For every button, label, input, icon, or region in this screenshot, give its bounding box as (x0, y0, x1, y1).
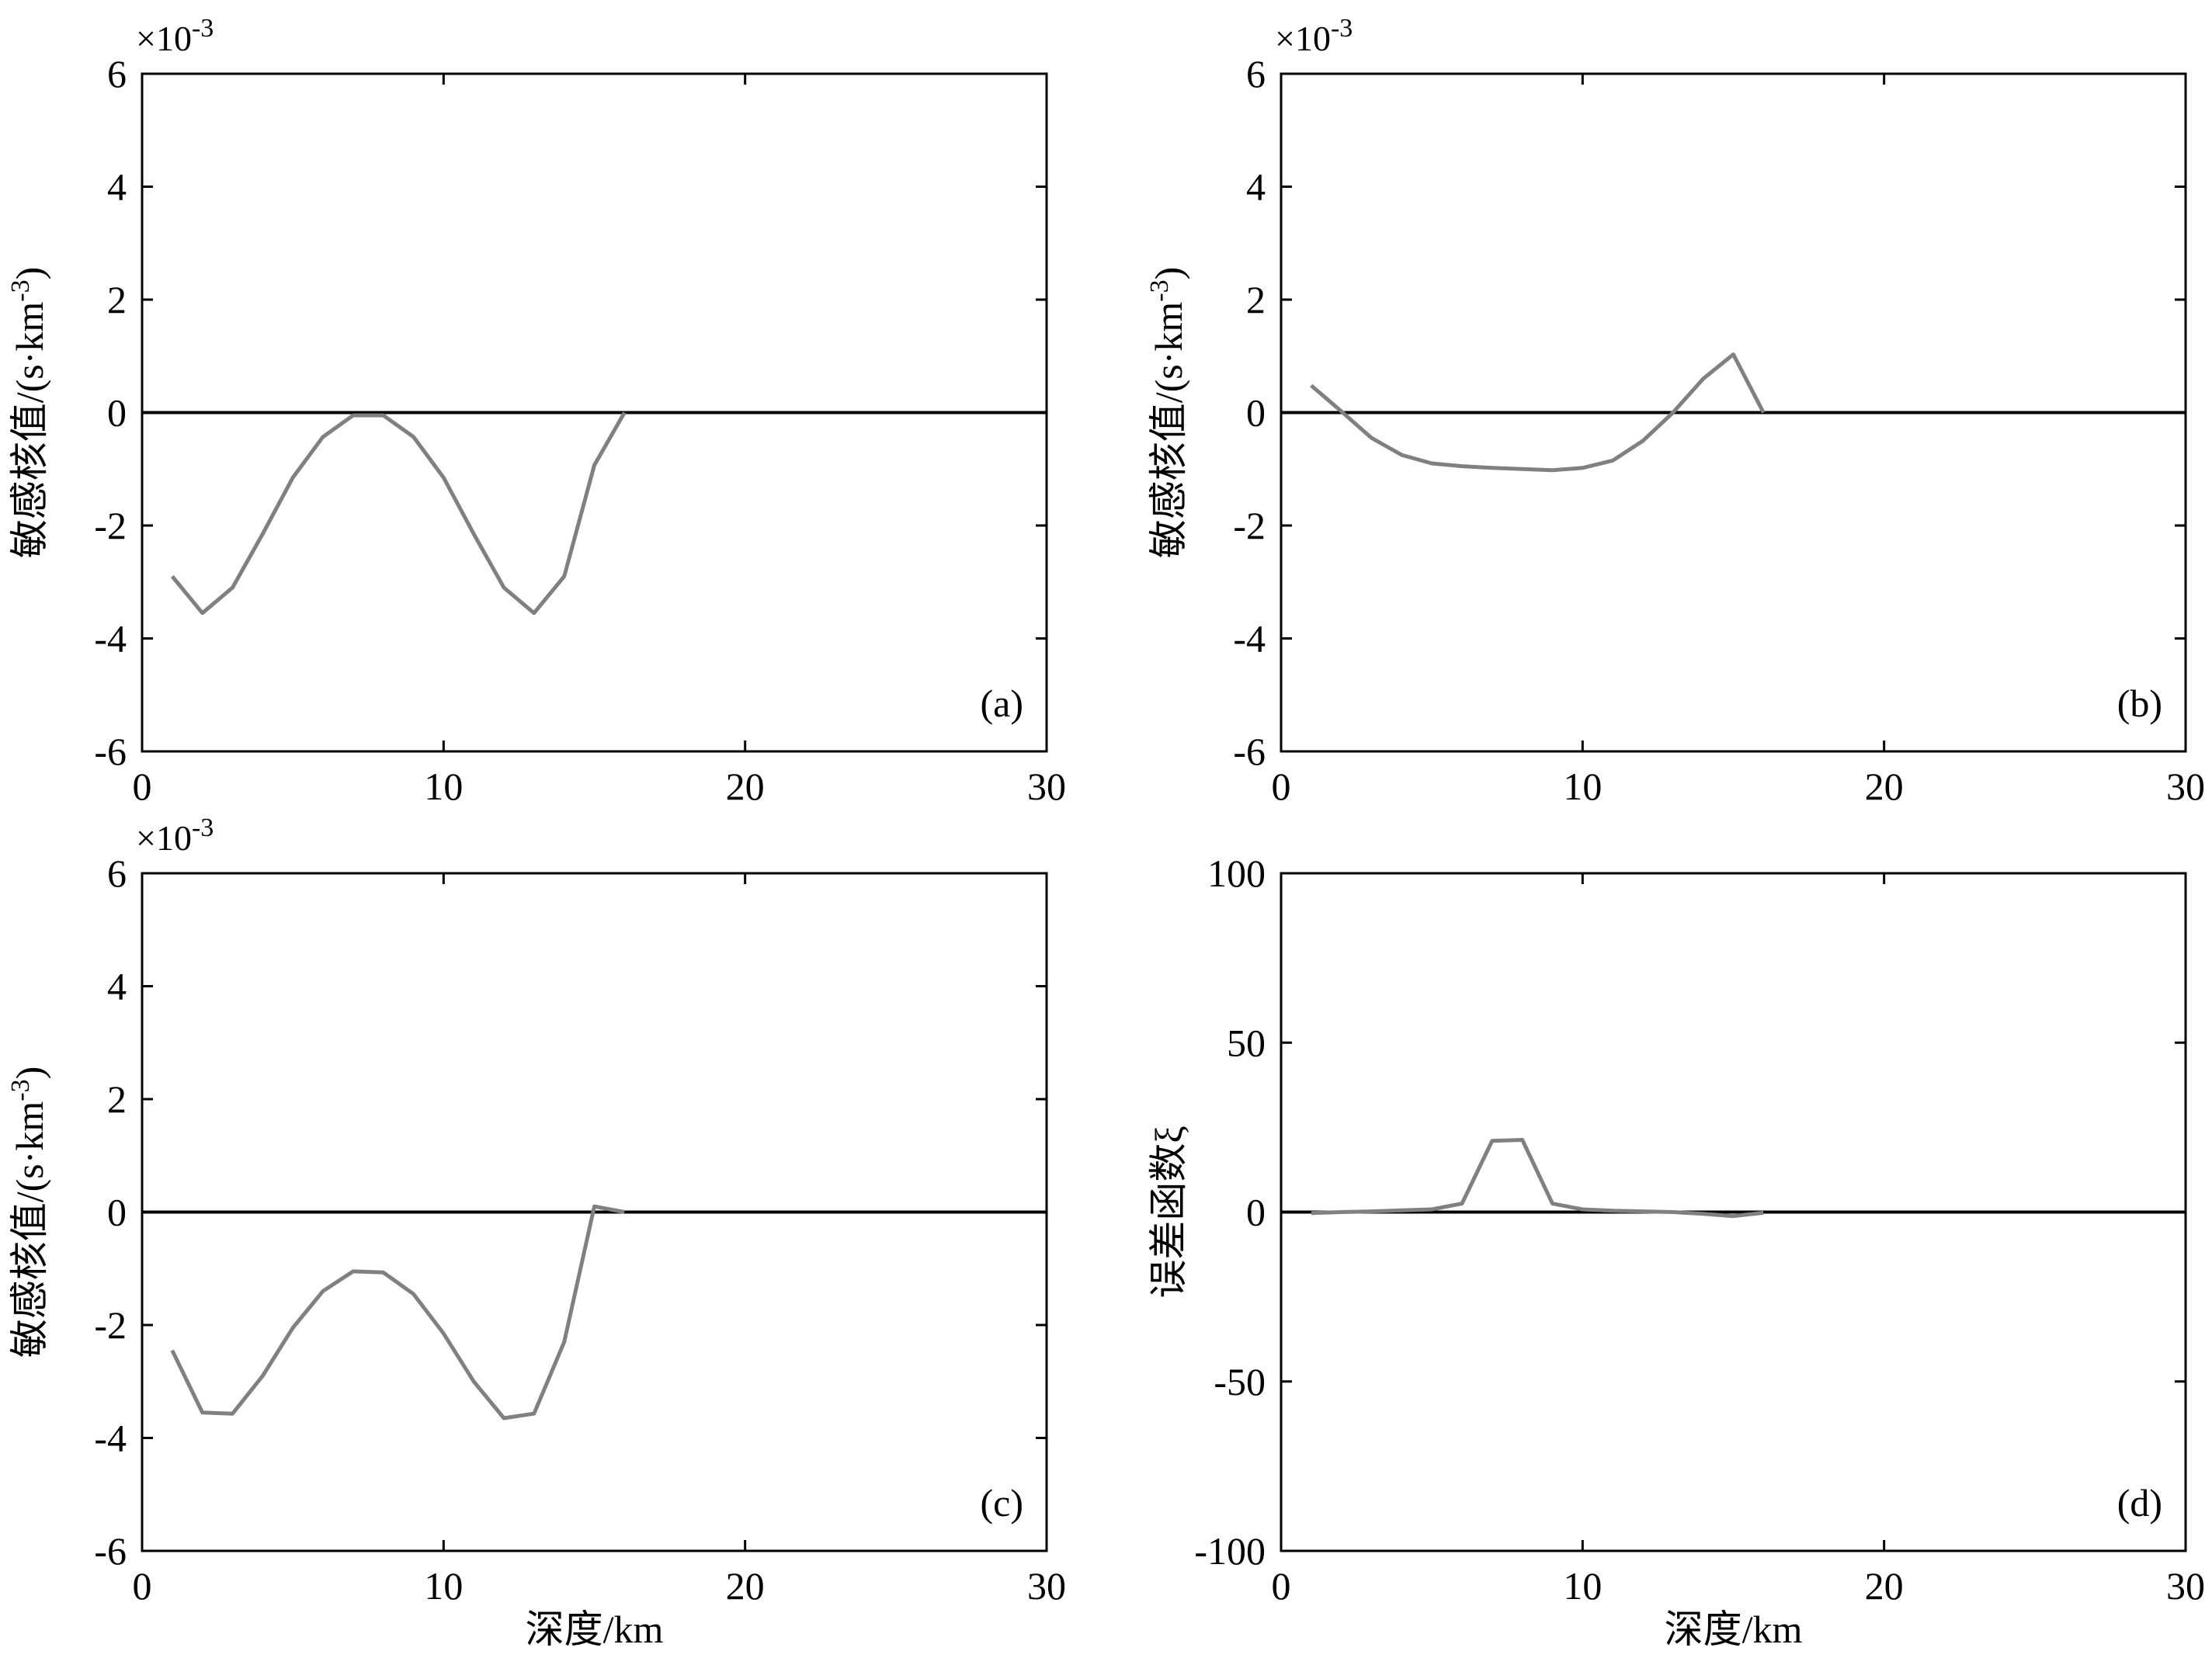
x-tick-label: 0 (1272, 765, 1291, 808)
y-tick-label: 0 (107, 1191, 127, 1234)
y-tick-label: -2 (94, 504, 127, 547)
y-tick-label: -100 (1194, 1529, 1266, 1573)
y-tick-label: 100 (1207, 852, 1266, 895)
x-tick-label: 0 (133, 1564, 152, 1608)
x-tick-label: 20 (1865, 1564, 1904, 1608)
x-tick-label: 30 (2166, 765, 2205, 808)
y-tick-label: -50 (1214, 1360, 1266, 1403)
x-tick-label: 10 (424, 765, 463, 808)
y-tick-label: -2 (94, 1303, 127, 1347)
y-tick-label: -4 (1233, 617, 1266, 661)
x-tick-label: 10 (1563, 1564, 1602, 1608)
y-multiplier-label: ×10-3 (1275, 14, 1353, 59)
panel-c: 0 10 20 306420-2-4-6×10-3(c)敏感核值/(s·km-3)深度… (6, 813, 1067, 1652)
x-tick-label: 0 (133, 765, 152, 808)
x-axis-label: 深度/km (1665, 1608, 1803, 1651)
y-tick-label: 4 (107, 965, 127, 1008)
panel-d: 0 10 20 30 100 50 0 -50 -100 (d) 误差函数ξ 深度/km (1147, 852, 2205, 1651)
x-tick-label: 10 (1563, 765, 1602, 808)
y-tick-label: 2 (1246, 278, 1266, 321)
x-tick-label: 20 (726, 765, 765, 808)
x-axis-label: 深度/km (526, 1608, 664, 1651)
x-tick-label: 30 (1027, 1564, 1066, 1608)
x-tick-label: 30 (1027, 765, 1066, 808)
panel-label: (d) (2117, 1481, 2162, 1525)
series-line (1310, 352, 1766, 473)
y-tick-label: 4 (1246, 165, 1266, 209)
y-tick-label: -4 (94, 1417, 127, 1460)
x-tick-label: 20 (1865, 765, 1904, 808)
y-tick-label: 0 (1246, 391, 1266, 435)
y-tick-label: -6 (94, 1529, 127, 1573)
y-tick-label: -6 (94, 730, 127, 773)
y-tick-label: 0 (1246, 1191, 1266, 1234)
x-tick-label: 10 (424, 1564, 463, 1608)
y-axis-label: 敏感核值/(s·km-3) (6, 267, 52, 559)
y-tick-label: 6 (107, 852, 127, 895)
y-tick-label: 6 (107, 52, 127, 95)
x-tick-label: 0 (1272, 1564, 1291, 1608)
panel-label: (b) (2117, 682, 2162, 725)
panel-label: (c) (981, 1481, 1024, 1525)
y-axis-label: 敏感核值/(s·km-3) (6, 1067, 52, 1358)
x-tick-label: 20 (726, 1564, 765, 1608)
y-multiplier-label: ×10-3 (136, 14, 214, 59)
y-tick-label: 4 (107, 165, 127, 209)
series-line (170, 1204, 625, 1420)
y-axis-label: 误差函数ξ (1147, 1126, 1190, 1298)
series-line (1311, 1138, 1764, 1219)
y-tick-label: 2 (107, 278, 127, 321)
y-multiplier-label: ×10-3 (136, 813, 214, 859)
y-axis-label: 敏感核值/(s·km-3) (1145, 267, 1191, 559)
y-tick-label: 6 (1246, 52, 1266, 95)
y-tick-label: 50 (1227, 1021, 1266, 1064)
x-tick-label: 30 (2166, 1564, 2205, 1608)
y-tick-label: -4 (94, 617, 127, 661)
y-tick-label: -2 (1233, 504, 1266, 547)
y-tick-label: 0 (107, 391, 127, 435)
y-tick-label: -6 (1233, 730, 1266, 773)
series-line (170, 411, 627, 616)
panel-label: (a) (981, 682, 1024, 725)
y-tick-label: 2 (107, 1077, 127, 1121)
